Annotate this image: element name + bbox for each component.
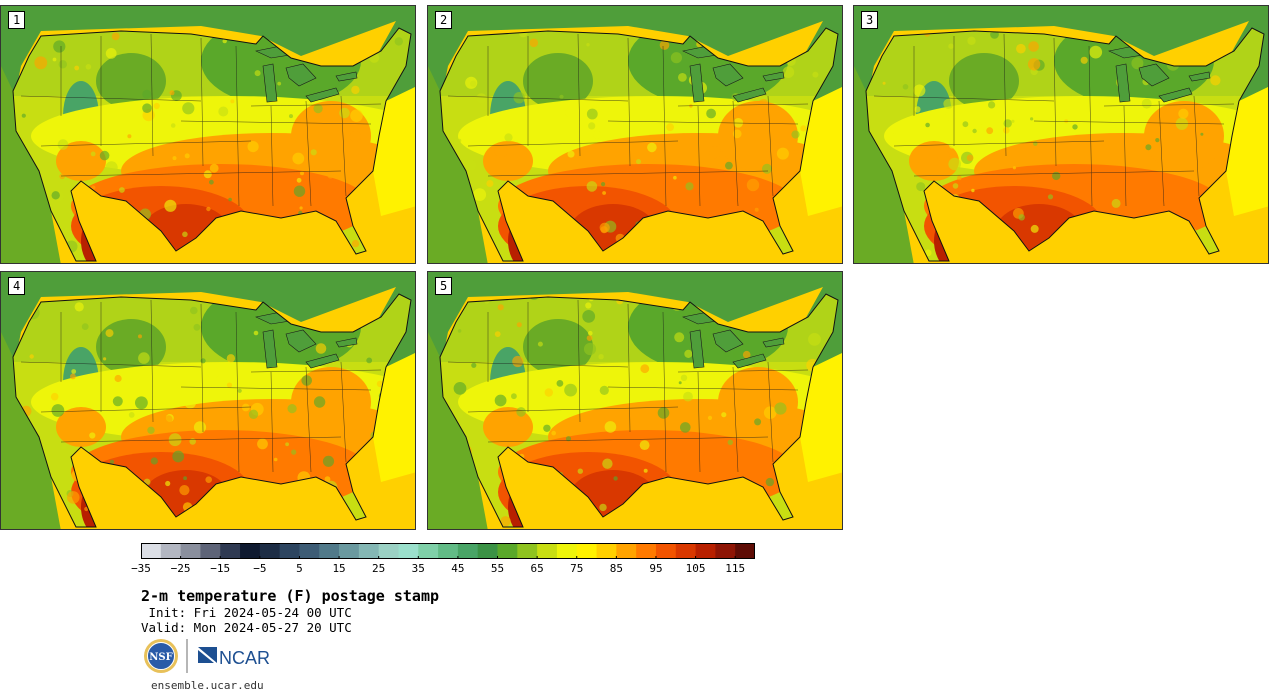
member-number-label: 4 bbox=[8, 277, 26, 295]
colorbar-tick-label: 105 bbox=[685, 562, 706, 575]
nsf-ncar-logos: NSF NCAR bbox=[144, 639, 270, 673]
temperature-map bbox=[1, 6, 415, 263]
colorbar-swatch bbox=[418, 543, 439, 559]
colorbar-tick-label: −35 bbox=[131, 562, 151, 575]
colorbar-swatch bbox=[299, 543, 320, 559]
colorbar-swatch bbox=[180, 543, 201, 559]
footer-url: ensemble.ucar.edu bbox=[151, 679, 264, 692]
member-number-label: 5 bbox=[435, 277, 453, 295]
init-time: Init: Fri 2024-05-24 00 UTC bbox=[141, 605, 352, 620]
colorbar-swatch bbox=[636, 543, 657, 559]
svg-text:NSF: NSF bbox=[149, 652, 172, 663]
colorbar-swatch bbox=[497, 543, 518, 559]
member-number-label: 3 bbox=[861, 11, 879, 29]
temperature-map bbox=[428, 6, 842, 263]
ensemble-member-1-map[interactable]: 1 bbox=[0, 5, 416, 264]
colorbar-tick-label: 45 bbox=[451, 562, 465, 575]
colorbar-tick-label: 55 bbox=[490, 562, 505, 575]
temperature-map bbox=[428, 272, 842, 529]
member-number-label: 1 bbox=[8, 11, 26, 29]
valid-time: Valid: Mon 2024-05-27 20 UTC bbox=[141, 620, 352, 635]
colorbar-swatch bbox=[259, 543, 281, 559]
colorbar-swatch bbox=[675, 543, 696, 559]
colorbar-tick-label: 85 bbox=[609, 562, 623, 575]
colorbar-swatch bbox=[240, 543, 261, 559]
colorbar-tick-label: 5 bbox=[296, 562, 303, 575]
colorbar-swatch bbox=[319, 543, 340, 559]
colorbar-swatch bbox=[220, 543, 241, 559]
colorbar-tick-label: −25 bbox=[170, 562, 191, 575]
colorbar-swatch bbox=[438, 543, 459, 559]
colorbar-swatch bbox=[735, 543, 755, 559]
colorbar-swatch bbox=[477, 543, 498, 559]
member-number-label: 2 bbox=[435, 11, 453, 29]
colorbar-swatch bbox=[537, 543, 558, 559]
ensemble-member-5-map[interactable]: 5 bbox=[427, 271, 843, 530]
colorbar-swatch bbox=[556, 543, 578, 559]
ensemble-member-3-map[interactable]: 3 bbox=[853, 5, 1269, 264]
temperature-map bbox=[1, 272, 415, 529]
colorbar-swatch bbox=[695, 543, 716, 559]
colorbar-swatch bbox=[616, 543, 637, 559]
colorbar-tick-label: 95 bbox=[649, 562, 663, 575]
colorbar-swatch bbox=[398, 543, 419, 559]
colorbar-tick-label: 65 bbox=[530, 562, 544, 575]
colorbar-swatch bbox=[339, 543, 360, 559]
temperature-colorbar bbox=[141, 543, 755, 559]
colorbar-tick-label: 35 bbox=[411, 562, 425, 575]
ensemble-member-4-map[interactable]: 4 bbox=[0, 271, 416, 530]
colorbar-swatch bbox=[200, 543, 221, 559]
colorbar-swatch bbox=[378, 543, 399, 559]
colorbar-tick-label: 75 bbox=[570, 562, 584, 575]
colorbar-swatch bbox=[279, 543, 300, 559]
colorbar-swatch bbox=[715, 543, 736, 559]
ncar-logo: NCAR bbox=[198, 647, 270, 668]
colorbar-swatch bbox=[655, 543, 677, 559]
colorbar-tick-labels: −35 −25 −15 −5 5 15 25 35 45 55 65 75 85 95 105 115 bbox=[131, 562, 755, 578]
colorbar-swatch bbox=[457, 543, 479, 559]
nsf-logo: NSF bbox=[144, 639, 178, 673]
svg-text:NCAR: NCAR bbox=[219, 648, 270, 668]
colorbar-swatch bbox=[517, 543, 538, 559]
ensemble-member-2-map[interactable]: 2 bbox=[427, 5, 843, 264]
colorbar-tick-label: 115 bbox=[725, 562, 746, 575]
colorbar-tick-label: 25 bbox=[372, 562, 386, 575]
colorbar-swatch bbox=[141, 543, 162, 559]
product-title: 2-m temperature (F) postage stamp bbox=[141, 587, 440, 605]
colorbar-tick-label: −15 bbox=[210, 562, 231, 575]
colorbar-tick-label: 15 bbox=[332, 562, 346, 575]
temperature-map bbox=[854, 6, 1268, 263]
colorbar-swatch bbox=[596, 543, 617, 559]
colorbar-swatch bbox=[160, 543, 182, 559]
colorbar-swatch bbox=[576, 543, 597, 559]
colorbar-tick-label: −5 bbox=[253, 562, 267, 575]
colorbar-swatch bbox=[358, 543, 380, 559]
